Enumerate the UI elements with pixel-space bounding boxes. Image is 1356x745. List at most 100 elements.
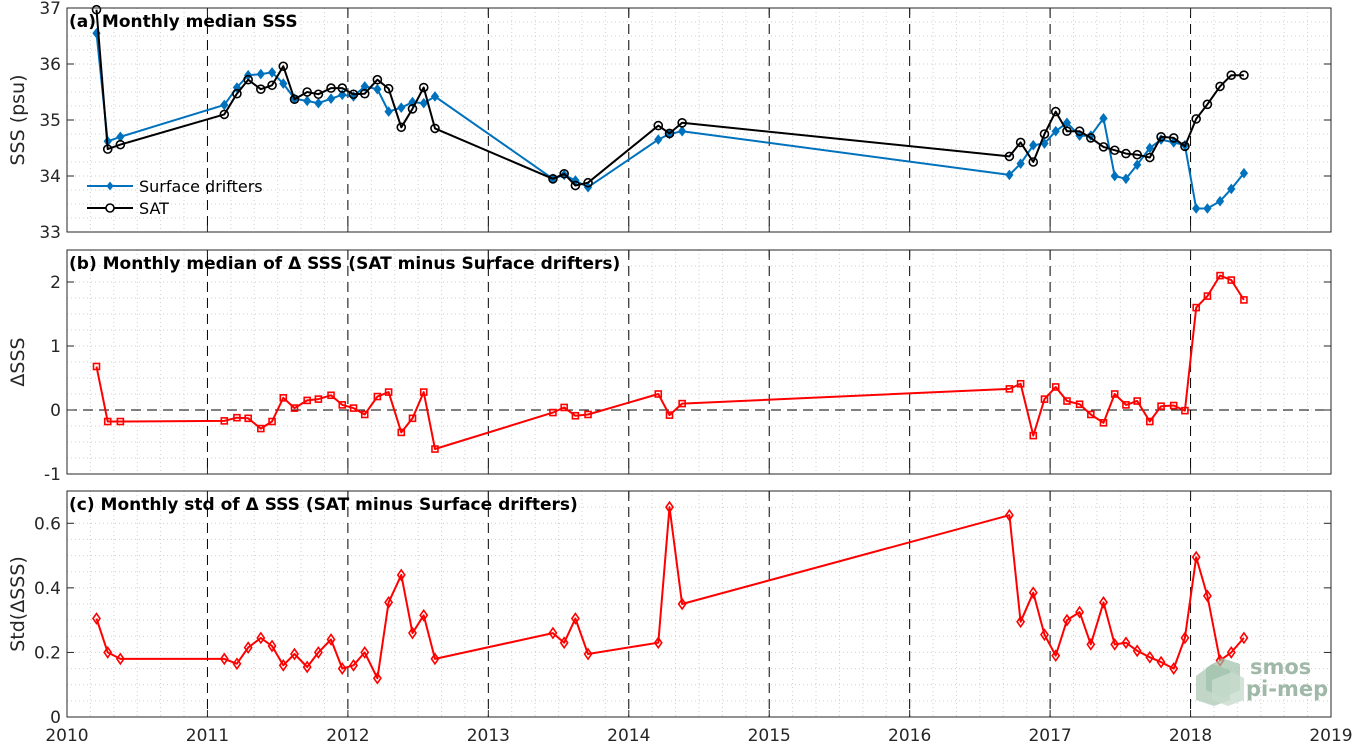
data-point [219,109,230,120]
data-point [653,120,664,131]
x-tick-label: 2019 [1309,726,1352,745]
data-point [1040,395,1049,403]
series-line [95,9,1244,187]
data-point [1146,417,1154,426]
data-point [92,612,101,625]
data-point [418,82,429,93]
panel-a: 33 34 35 36 37 SSS (psu) (a) Monthly median SS… [7,0,1332,243]
x-tick-label: 2012 [326,726,369,745]
panel-title-a: (a) Monthly median SSS [69,12,298,32]
data-point [570,180,581,191]
data-point [303,95,312,107]
data-point [1015,137,1026,148]
year-lines-c [206,491,1192,717]
x-tick-label: 2014 [607,726,650,745]
y-tick-label: 0 [50,708,61,728]
x-axis-a [66,8,1332,232]
data-point [570,612,580,625]
data-point [1156,132,1166,142]
data-point [1122,401,1130,409]
data-point [419,608,429,622]
data-point [430,652,440,666]
data-point [1016,379,1025,388]
data-point [1215,195,1225,207]
y-tick-label: 2 [50,273,61,293]
data-point [549,408,557,417]
y-axis-title-c: Std(ΔSSS) [7,556,29,652]
panel-b: -1 0 1 2 ΔSSS (b) Monthly median of Δ SSS (SA… [7,249,1332,485]
legend-label: SAT [139,199,169,218]
data-point [1005,385,1014,393]
data-point [1029,431,1038,440]
data-point [1203,203,1212,214]
minor-grid-b [67,250,1331,474]
data-point [1028,586,1038,600]
data-point [1099,418,1108,427]
data-point [289,94,300,105]
data-point [103,646,113,659]
data-point [1239,631,1249,645]
data-point [1016,615,1026,629]
data-point [677,597,687,611]
y-tick-label: 0 [50,401,61,421]
panel-title-c: (c) Monthly std of Δ SSS (SAT minus Surf… [69,495,578,515]
y-axis-title-a: SSS (psu) [7,74,29,165]
data-point [1121,636,1131,650]
data-point [1029,139,1038,151]
data-point [1004,151,1015,162]
data-point [571,411,580,420]
data-point [1191,550,1201,564]
data-point [1239,70,1249,80]
data-point [559,168,569,179]
y-tick-label: 36 [39,55,61,75]
data-point [1040,628,1049,642]
data-point [372,671,382,685]
data-point [360,646,370,659]
data-point [1062,613,1072,627]
legend-marker [106,181,114,191]
data-point [327,391,335,400]
x-tick-label: 2015 [748,726,791,745]
data-point [1075,605,1085,619]
data-point [115,139,126,150]
y-tick-label: 0.4 [34,579,61,599]
x-tick-label: 2016 [888,726,931,745]
data-point [408,414,417,423]
data-point [653,636,663,650]
y-axis-b: -1 0 1 2 [44,273,1331,485]
data-point [1099,595,1108,609]
data-point [115,652,125,666]
data-point [664,128,675,139]
data-point [233,413,241,422]
x-tick-label: 2011 [186,726,229,745]
smos-pi-mep-logo: smos pi-mep [1196,655,1328,706]
data-point [1132,644,1142,658]
data-point [1157,402,1165,410]
data-point [267,639,277,653]
data-point [349,404,358,412]
data-point [1191,114,1201,124]
data-point [396,122,407,133]
data-point [559,636,569,650]
data-point [1180,141,1190,152]
data-point [326,83,336,93]
data-point [1145,650,1155,664]
data-point [430,91,440,102]
data-point [1110,170,1119,182]
data-point [359,88,370,99]
data-point [1203,292,1212,300]
data-point [256,631,266,645]
data-point [1051,649,1061,663]
x-tick-label: 2010 [45,726,88,745]
data-point [548,626,558,640]
x-axis-b [66,250,1332,474]
data-point [243,74,253,85]
data-point [1133,397,1141,405]
data-point [220,417,229,425]
data-point [303,396,311,405]
data-point [302,87,312,97]
data-point [397,102,406,113]
panels-layer: 33 34 35 36 37 SSS (psu) (a) Monthly median SS… [7,0,1353,745]
data-point [373,392,382,401]
